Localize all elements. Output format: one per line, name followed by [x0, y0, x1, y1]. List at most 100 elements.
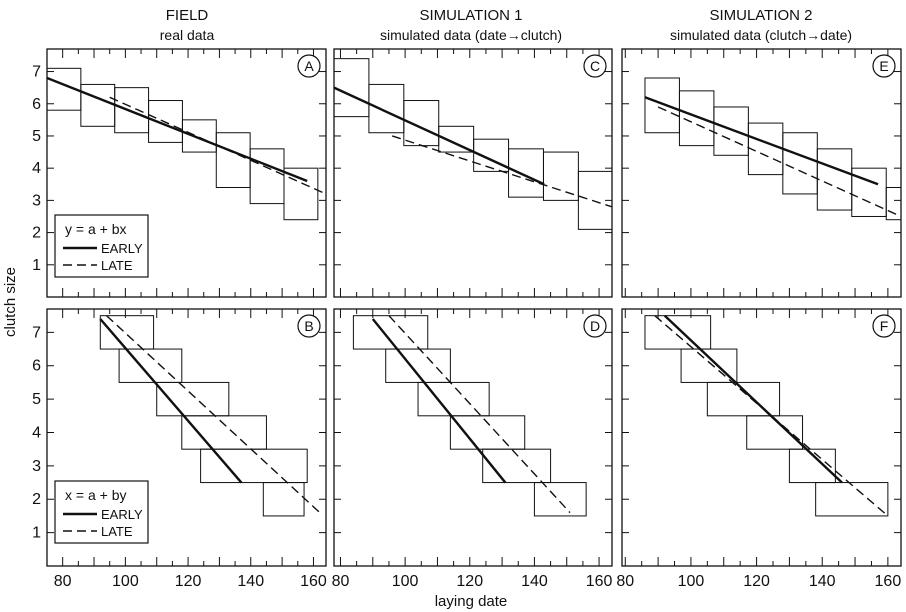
series-line-early	[644, 96, 879, 186]
panel-letter-circle	[583, 314, 607, 338]
range-box	[262, 482, 305, 517]
panel-B: 1 2 3 4 5 6 7 80 100 120 140 160 Bx = a + by EARLY LAT…	[32, 308, 327, 590]
range-box	[118, 348, 183, 383]
panel-letter-circle	[872, 54, 896, 78]
range-box	[334, 58, 370, 118]
y-axis-label: clutch size	[2, 267, 19, 337]
range-box	[181, 415, 267, 450]
series-line-early	[99, 318, 243, 484]
range-box	[99, 315, 155, 350]
legend-equation: x = a + by	[65, 487, 126, 503]
series-line-early	[663, 314, 843, 484]
y-tick-label: 5	[32, 391, 41, 408]
panel-A: 1 2 3 4 5 6 7 Ay = a + bx EARLY LATE	[32, 48, 327, 298]
range-box	[385, 348, 451, 383]
range-box	[885, 186, 901, 221]
range-box	[352, 315, 429, 350]
column-title-3: SIMULATION 2	[709, 7, 812, 24]
range-box	[156, 381, 230, 417]
column-title-2: SIMULATION 1	[419, 7, 522, 24]
panel-letter-circle	[583, 54, 607, 78]
series-line-early	[47, 76, 308, 183]
series-line-early	[334, 86, 545, 186]
panel-D: 80 100 120 140 160 D	[332, 308, 613, 590]
x-tick-label: 100	[392, 573, 419, 590]
column-title-1: FIELD	[166, 7, 209, 24]
y-tick-label: 4	[32, 160, 41, 177]
y-tick-label: 7	[32, 324, 41, 341]
y-tick-label: 1	[32, 525, 41, 542]
panel-letter-circle	[872, 314, 896, 338]
range-box	[788, 448, 836, 484]
range-box	[815, 482, 889, 517]
range-box	[80, 83, 116, 127]
x-tick-label: 80	[332, 573, 350, 590]
range-box	[482, 448, 552, 484]
y-tick-label: 3	[32, 458, 41, 475]
panel-frame	[46, 308, 327, 567]
panel-frame	[333, 308, 613, 567]
legend-bottom: x = a + by EARLY LATE	[54, 480, 149, 544]
x-tick-label: 100	[112, 573, 139, 590]
range-box	[200, 448, 308, 484]
range-box	[114, 87, 150, 134]
range-box	[508, 148, 544, 198]
panel-letter: F	[880, 318, 889, 334]
y-tick-label: 2	[32, 225, 41, 242]
range-box	[782, 132, 818, 195]
column-subtitle-2: simulated data (date→clutch)	[380, 27, 562, 43]
y-tick-label: 4	[32, 424, 41, 441]
column-subtitle-3: simulated data (clutch→date)	[670, 27, 852, 43]
range-box	[577, 170, 612, 230]
x-tick-label: 120	[456, 573, 483, 590]
panel-frame	[46, 48, 327, 298]
panel-frame	[621, 48, 902, 298]
series-line-late	[391, 135, 612, 208]
series-line-late	[106, 315, 321, 514]
y-tick-label: 2	[32, 491, 41, 508]
y-tick-label: 5	[32, 128, 41, 145]
x-tick-label: 140	[237, 573, 264, 590]
y-tick-label: 3	[32, 192, 41, 209]
series-line-late	[657, 106, 901, 218]
range-box	[249, 148, 285, 205]
series-line-early	[371, 318, 507, 484]
range-box	[747, 122, 784, 176]
series-line-late	[109, 96, 326, 195]
x-tick-label: 160	[875, 573, 902, 590]
panel-letter: B	[304, 318, 313, 334]
x-tick-label: 160	[300, 573, 327, 590]
range-box	[542, 151, 579, 201]
y-tick-label: 7	[32, 64, 41, 81]
column-subtitle-1: real data	[160, 27, 215, 43]
legend-equation: y = a + bx	[65, 221, 126, 237]
range-box	[449, 415, 526, 450]
x-tick-label: 160	[586, 573, 613, 590]
range-box	[713, 106, 749, 156]
legend-early-label: EARLY	[101, 241, 143, 256]
panel-C: C	[333, 48, 613, 298]
range-box	[533, 482, 587, 517]
range-box	[181, 119, 217, 153]
legend-box	[54, 480, 149, 544]
range-box	[283, 167, 319, 221]
range-box	[816, 148, 853, 211]
legend-late-label: LATE	[101, 524, 133, 539]
panel-frame	[333, 48, 613, 298]
y-tick-label: 1	[32, 257, 41, 274]
panel-letter: E	[879, 58, 888, 74]
panel-E: E	[621, 48, 902, 298]
range-box	[644, 315, 712, 350]
legend-box	[54, 214, 149, 278]
x-tick-label: 100	[678, 573, 705, 590]
panel-letter-circle	[297, 314, 321, 338]
legend-top: y = a + bx EARLY LATE	[54, 214, 149, 278]
panel-letter-circle	[297, 54, 321, 78]
range-box	[746, 415, 804, 450]
x-tick-label: 120	[175, 573, 202, 590]
range-box	[644, 77, 680, 134]
series-line-late	[654, 315, 889, 517]
legend-early-label: EARLY	[101, 507, 143, 522]
